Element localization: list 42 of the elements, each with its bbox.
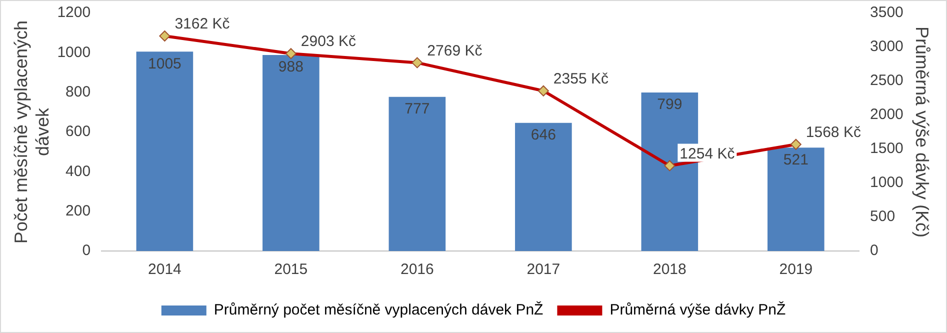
x-tick-label: 2017 [526,261,560,278]
y2-tick-label: 3500 [870,4,904,22]
y-tick-label: 400 [66,162,91,180]
data-label: 1568 Kč [806,124,862,142]
x-tick-label: 2016 [400,261,434,278]
data-label: 2769 Kč [427,42,483,60]
legend-label: Průměrná výše dávky PnŽ [610,300,786,319]
x-tick-label: 2015 [274,261,308,278]
y-tick-label: 1200 [57,4,91,22]
data-label: 1005 [148,55,182,72]
data-label: 1254 Kč [680,145,736,162]
data-label: 521 [783,151,808,168]
data-label: 988 [278,58,304,76]
y2-tick-label: 500 [870,208,896,226]
data-label: 2903 Kč [300,33,356,50]
data-label: 646 [530,126,556,144]
x-tick-label: 2018 [652,261,686,278]
y2-tick-label: 3000 [870,38,904,56]
y2-tick-label: 2500 [870,72,904,90]
bar [515,122,572,251]
y-tick-label: 200 [66,202,91,220]
data-label: 777 [404,100,430,118]
y-tick-label: 0 [82,242,91,260]
y2-tick-label: 1500 [870,140,904,158]
x-tick-label: 2014 [148,261,182,278]
y2-tick-label: 1000 [870,174,904,192]
y2-axis-title: Průměrná výše dávky (Kč) [912,26,932,238]
y2-tick-label: 2000 [870,106,904,124]
y-tick-label: 600 [66,123,91,140]
legend-label: Průměrný počet měsíčně vyplacených dávek PnŽ [214,300,544,319]
bar [388,96,446,251]
data-label: 799 [657,96,682,114]
bar [262,55,320,251]
bar [768,148,824,251]
data-label: 3162 Kč [174,16,230,33]
y-tick-label: 1000 [57,44,91,61]
y2-tick-label: 0 [870,242,878,260]
x-tick-label: 2019 [779,261,813,278]
y-tick-label: 800 [66,83,91,100]
y-axis-title: Počet měsíčně vyplacených dávek [10,20,52,244]
bar [136,52,194,251]
data-label: 2355 Kč [553,70,609,88]
